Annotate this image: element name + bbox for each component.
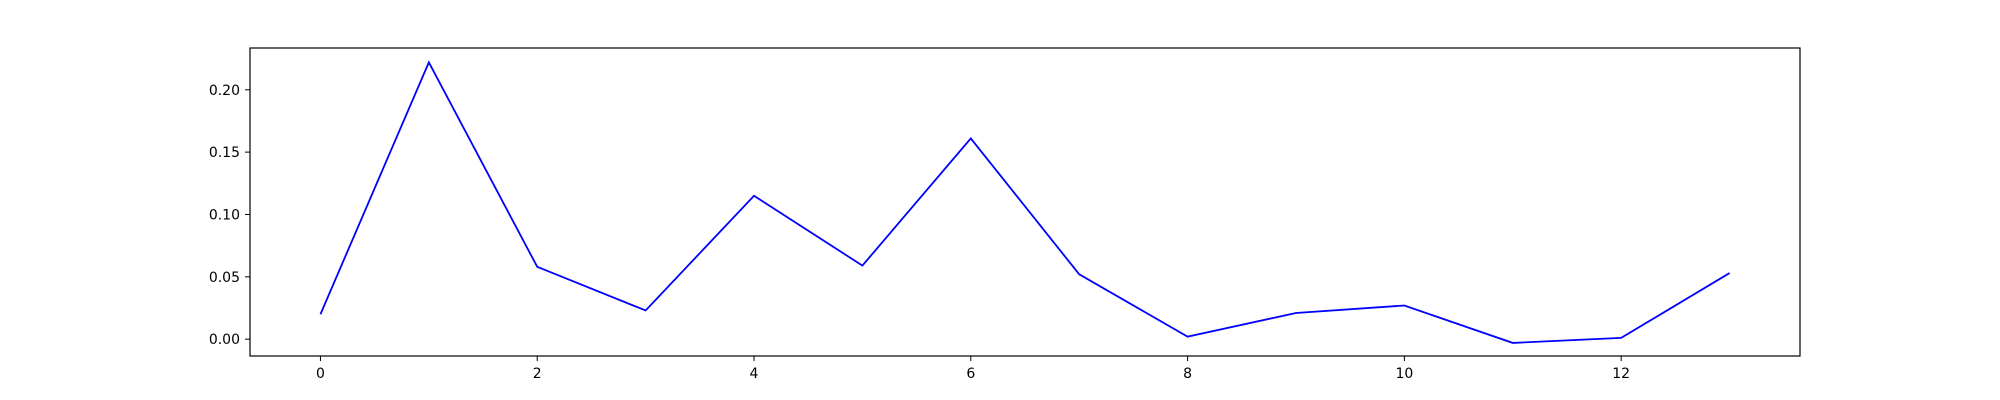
y-tick-label: 0.10: [209, 207, 240, 223]
y-tick-label: 0.15: [209, 145, 240, 161]
x-tick-label: 8: [1183, 366, 1192, 382]
y-tick-label: 0.20: [209, 83, 240, 99]
x-tick-label: 2: [533, 366, 542, 382]
x-tick-label: 0: [316, 366, 325, 382]
x-tick-label: 10: [1395, 366, 1413, 382]
plot-area-frame: [249, 47, 1801, 357]
x-axis: 0 2 4 6 8 10 12: [316, 356, 1630, 382]
y-tick-label: 0.00: [209, 332, 240, 348]
series-group: [319, 60, 1731, 344]
x-tick-label: 4: [750, 366, 759, 382]
x-tick-label: 12: [1612, 366, 1630, 382]
series-line: [319, 60, 1731, 344]
y-axis: 0.00 0.05 0.10 0.15 0.20: [209, 83, 250, 348]
y-tick-label: 0.05: [209, 270, 240, 286]
x-tick-label: 6: [966, 366, 975, 382]
